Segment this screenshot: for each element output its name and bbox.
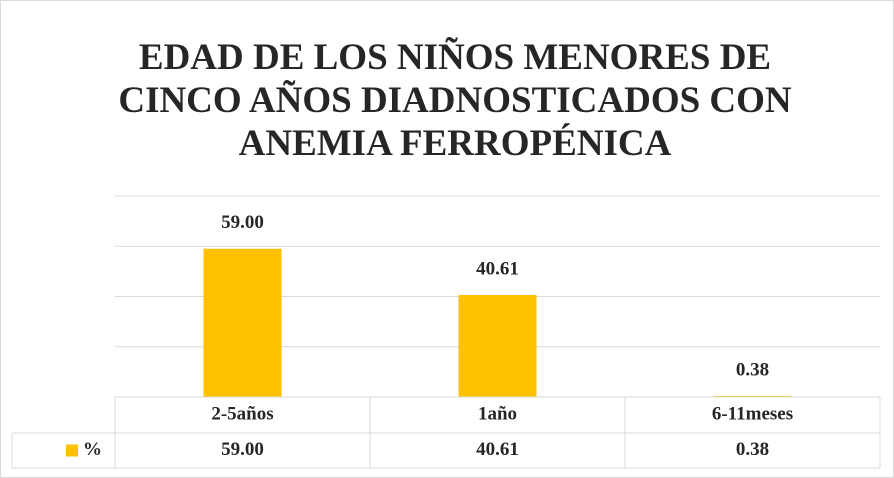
x-tick-label: 2-5años (211, 403, 273, 424)
data-label: 40.61 (476, 258, 519, 279)
bar (203, 248, 282, 397)
table-value: 40.61 (476, 439, 519, 460)
x-tick-label: 6-11meses (712, 403, 793, 424)
legend-label: % (83, 439, 102, 460)
bar (458, 294, 537, 397)
legend-swatch (66, 444, 78, 457)
table-value: 59.00 (221, 439, 264, 460)
chart-title: EDAD DE LOS NIÑOS MENORES DE CINCO AÑOS … (118, 37, 792, 164)
data-label: 59.00 (221, 212, 264, 233)
x-tick-label: 1año (478, 403, 517, 424)
table-value: 0.38 (736, 439, 769, 460)
data-label: 0.38 (736, 359, 769, 380)
